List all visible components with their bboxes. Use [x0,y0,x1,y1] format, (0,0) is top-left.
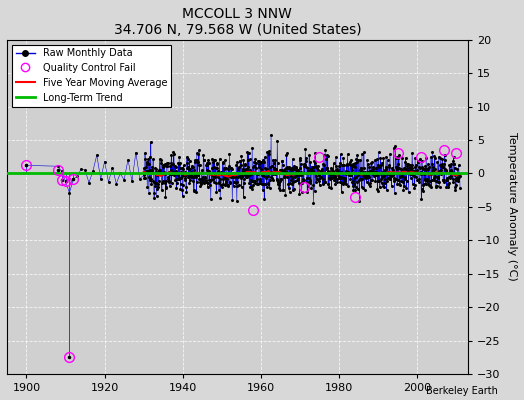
Y-axis label: Temperature Anomaly (°C): Temperature Anomaly (°C) [507,132,517,281]
Title: MCCOLL 3 NNW
34.706 N, 79.568 W (United States): MCCOLL 3 NNW 34.706 N, 79.568 W (United … [114,7,361,37]
Legend: Raw Monthly Data, Quality Control Fail, Five Year Moving Average, Long-Term Tren: Raw Monthly Data, Quality Control Fail, … [12,44,171,107]
Text: Berkeley Earth: Berkeley Earth [426,386,498,396]
